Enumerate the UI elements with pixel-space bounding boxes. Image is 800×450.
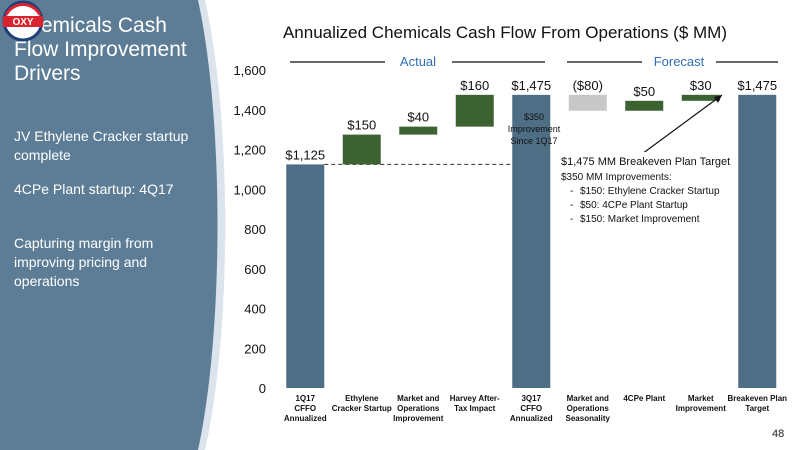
bar: [399, 126, 438, 135]
x-tick-label: Harvey After-: [450, 394, 500, 403]
callout-item-2: $50: 4CPe Plant Startup: [580, 200, 688, 211]
y-tick-label: 1,200: [233, 143, 266, 158]
y-axis: 0 200 400 600 800 1,000 1,200 1,400 1,600: [233, 63, 266, 396]
bullet-cracker: JV Ethylene Cracker startup complete: [14, 128, 189, 163]
callout-item-3: $150: Market Improvement: [580, 214, 700, 225]
x-tick-label: Seasonality: [566, 414, 611, 423]
y-tick-label: 1,400: [233, 103, 266, 118]
x-tick-label: Annualized: [284, 414, 327, 423]
forecast-label: Forecast: [654, 54, 705, 69]
callout-dash-1: -: [570, 186, 573, 197]
bar-value-label: $1,475: [511, 78, 551, 93]
y-tick-label: 600: [244, 262, 266, 277]
annotations: Actual Forecast $350 Improvement Since 1…: [290, 54, 778, 228]
bars-group: [286, 94, 777, 388]
x-tick-label: Market: [688, 394, 714, 403]
bar: [738, 94, 777, 388]
bar: [681, 94, 720, 101]
sidebar-panel: Chemicals Cash Flow Improvement Drivers …: [0, 0, 230, 450]
callout-item-1: $150: Ethylene Cracker Startup: [580, 186, 720, 197]
x-tick-label: Annualized: [510, 414, 553, 423]
callout-dash-3: -: [570, 214, 573, 225]
x-tick-label: Improvement: [676, 404, 727, 413]
x-tick-label: Breakeven Plan: [727, 394, 787, 403]
x-tick-label: 3Q17: [521, 394, 541, 403]
improvement-annotation-2: Improvement: [508, 124, 561, 134]
callout-title: $1,475 MM Breakeven Plan Target: [561, 156, 730, 168]
x-tick-label: CFFO: [294, 404, 316, 413]
x-tick-label: Operations: [567, 404, 610, 413]
improvement-annotation-1: $350: [524, 112, 544, 122]
bullet-margin: Capturing margin from improving pricing …: [14, 235, 154, 289]
bar-value-label: $50: [633, 84, 655, 99]
oxy-logo: OXY: [2, 0, 44, 42]
bar: [455, 94, 494, 127]
value-labels: $1,125 $150 $40 $160 $1,475 ($80) $50 $30 $1,475: [285, 78, 777, 163]
x-tick-label: Operations: [397, 404, 440, 413]
callout-subtitle: $350 MM Improvements:: [561, 172, 672, 183]
bar: [342, 134, 381, 165]
x-tick-label: Ethylene: [345, 394, 379, 403]
bar: [286, 164, 325, 388]
y-tick-label: 200: [244, 341, 266, 356]
bar: [568, 94, 607, 111]
x-tick-label: 4CPe Plant: [623, 394, 665, 403]
bar-value-label: $40: [407, 110, 429, 125]
y-tick-label: 400: [244, 302, 266, 317]
improvement-annotation-3: Since 1Q17: [510, 136, 557, 146]
bar-value-label: $150: [347, 118, 376, 133]
page-number: 48: [772, 428, 785, 440]
bullet-4cpe: 4CPe Plant startup: 4Q17: [14, 181, 174, 197]
y-tick-label: 0: [259, 381, 266, 396]
y-tick-label: 800: [244, 222, 266, 237]
x-tick-label: Tax Impact: [454, 404, 496, 413]
actual-label: Actual: [400, 54, 436, 69]
x-tick-label: Cracker Startup: [332, 404, 392, 413]
bar-value-label: $30: [690, 78, 712, 93]
bar-value-label: $1,125: [285, 147, 325, 162]
y-tick-label: 1,600: [233, 63, 266, 78]
x-tick-label: Improvement: [393, 414, 444, 423]
x-tick-label: Market and: [567, 394, 609, 403]
bar-value-label: $160: [460, 78, 489, 93]
callout-dash-2: -: [570, 200, 573, 211]
bar-value-label: $1,475: [737, 78, 777, 93]
callout-arrowhead: [714, 95, 722, 103]
sidebar-background: [0, 0, 226, 450]
bar: [512, 94, 551, 388]
chart-title: Annualized Chemicals Cash Flow From Oper…: [283, 23, 727, 42]
x-tick-label: Target: [745, 404, 769, 413]
logo-text: OXY: [12, 17, 33, 28]
x-tick-label: CFFO: [520, 404, 542, 413]
bar-value-label: ($80): [573, 78, 603, 93]
bar: [625, 100, 664, 111]
y-tick-label: 1,000: [233, 182, 266, 197]
x-tick-label: 1Q17: [295, 394, 315, 403]
callout-box: [556, 152, 738, 228]
x-tick-label: Market and: [397, 394, 439, 403]
